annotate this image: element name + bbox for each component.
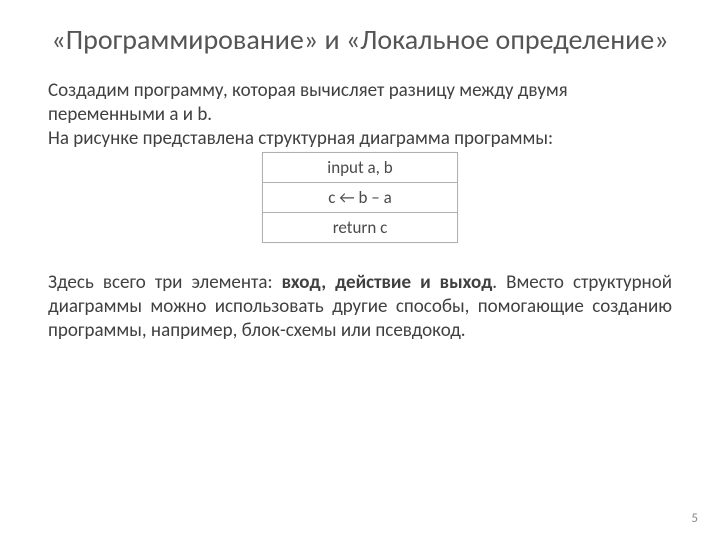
explain-pre: Здесь всего три элемента: bbox=[48, 271, 282, 294]
slide-title: «Программирование» и «Локальное определе… bbox=[48, 22, 672, 57]
page-number: 5 bbox=[691, 511, 698, 526]
diagram-row-input: input a, b bbox=[263, 153, 457, 182]
intro-line-1: Создадим программу, которая вычисляет ра… bbox=[48, 79, 568, 126]
structure-diagram: input a, b c ← b – a return c bbox=[262, 152, 458, 243]
explain-paragraph: Здесь всего три элемента: вход, действие… bbox=[48, 271, 672, 342]
diagram-row-return: return c bbox=[263, 212, 457, 242]
diagram-container: input a, b c ← b – a return c bbox=[48, 152, 672, 243]
intro-line-2: На рисунке представлена структурная диаг… bbox=[48, 127, 553, 150]
diagram-row-action: c ← b – a bbox=[263, 182, 457, 212]
slide: «Программирование» и «Локальное определе… bbox=[0, 0, 720, 540]
intro-paragraph: Создадим программу, которая вычисляет ра… bbox=[48, 79, 672, 150]
explain-bold: вход, действие и выход bbox=[282, 271, 493, 294]
